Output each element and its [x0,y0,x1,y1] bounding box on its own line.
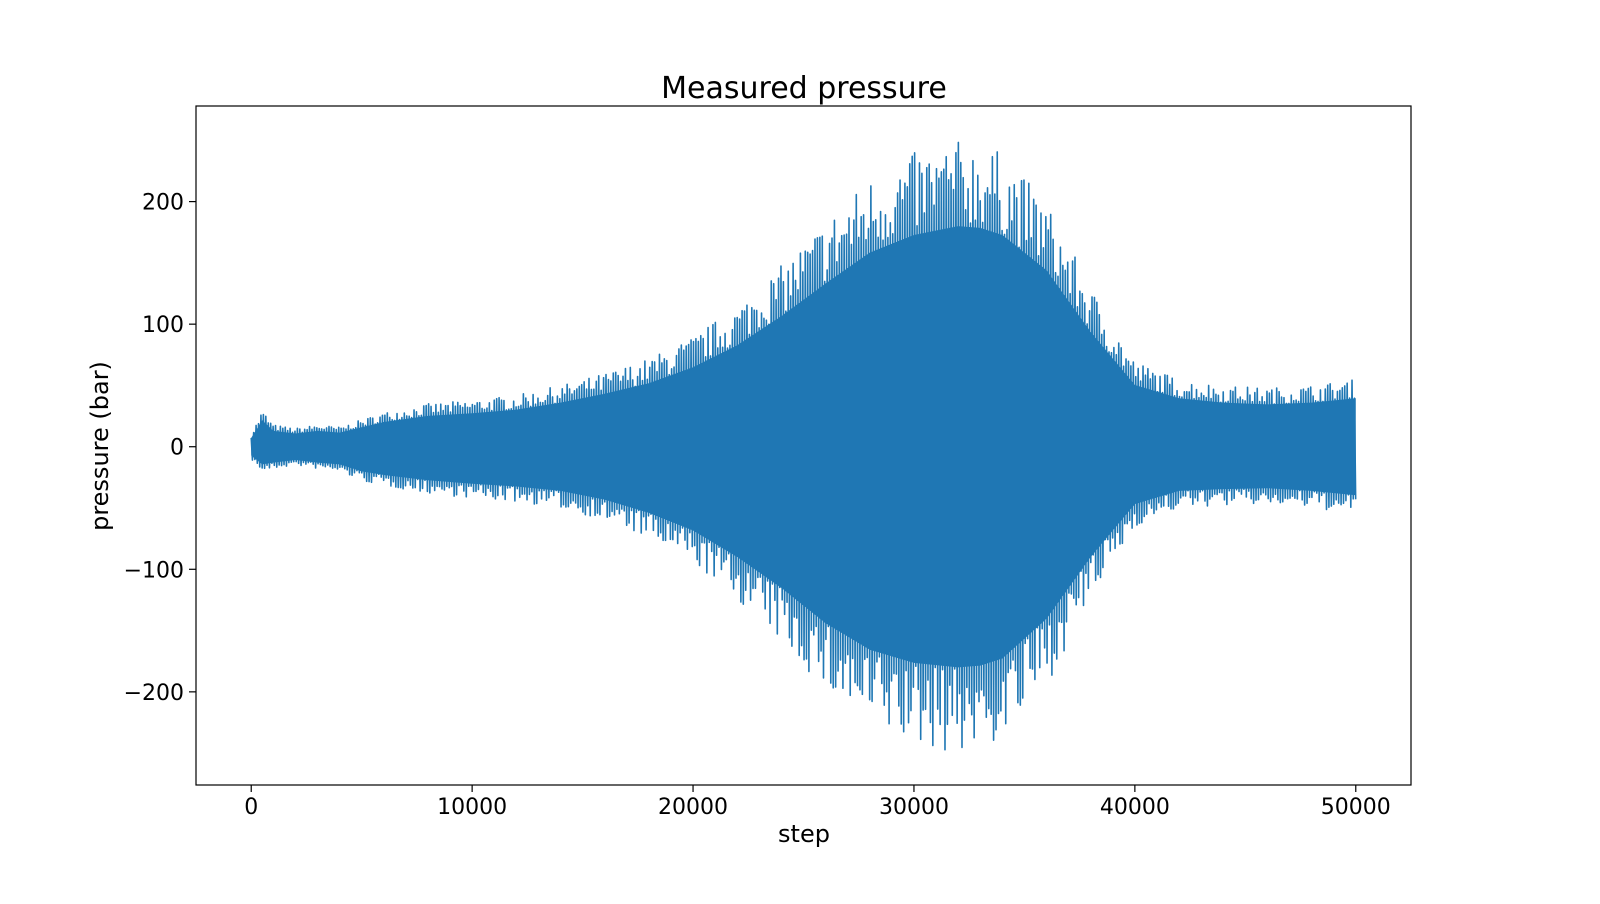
y-tick-label: 200 [142,191,184,216]
y-axis-label: pressure (bar) [86,361,114,531]
x-tick-label: 20000 [658,795,728,820]
x-tick-label: 40000 [1100,795,1170,820]
y-tick-label: 100 [142,313,184,338]
plot-area [250,141,1357,751]
y-tick-label: −100 [124,558,184,583]
axes-frame [195,105,1412,786]
y-tick-label: 0 [170,436,184,461]
x-tick-label: 0 [244,795,258,820]
chart-title: Measured pressure [661,71,947,106]
y-tick-label: −200 [124,681,184,706]
x-tick-label: 30000 [879,795,949,820]
x-tick-label: 10000 [437,795,507,820]
x-axis-label: step [778,820,830,848]
x-tick-label: 50000 [1321,795,1391,820]
pressure-series-core [251,226,1356,668]
x-axis-ticks: 0 10000 20000 30000 40000 50000 [244,785,1391,820]
y-axis-ticks: −200 −100 0 100 200 [124,191,196,706]
